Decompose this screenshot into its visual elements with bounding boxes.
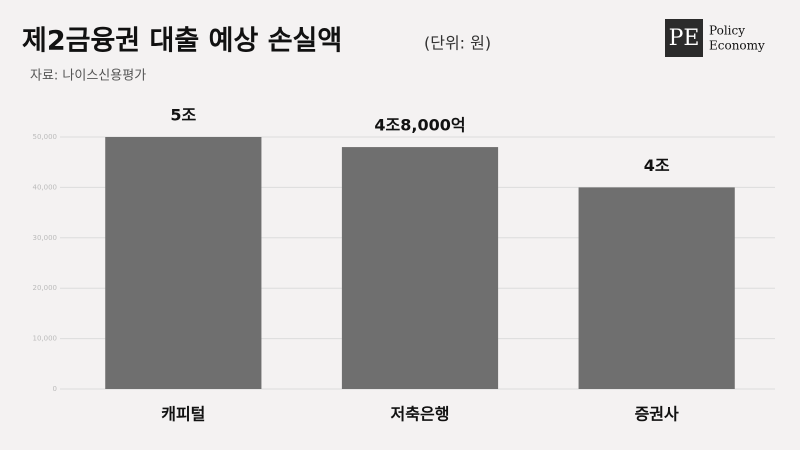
x-tick-label: 캐피털 xyxy=(161,405,205,424)
y-tick-label: 30,000 xyxy=(33,234,58,242)
x-tick-label: 증권사 xyxy=(635,405,679,424)
x-tick-label: 저축은행 xyxy=(391,405,450,424)
chart-title: 제2금융권 대출 예상 손실액 xyxy=(22,26,342,57)
logo-text: Economy xyxy=(709,39,765,53)
logo-box xyxy=(665,19,703,57)
y-tick-label: 20,000 xyxy=(33,284,58,292)
y-tick-label: 10,000 xyxy=(33,335,58,343)
source: 자료: 나이스신용평가 xyxy=(30,69,146,84)
bar xyxy=(105,137,262,389)
value-label: 5조 xyxy=(170,106,196,125)
y-tick-label: 0 xyxy=(53,385,57,393)
chart-subtitle: (단위: 원) xyxy=(424,34,491,53)
logo-mark: PE xyxy=(669,26,700,51)
logo-text: Policy xyxy=(709,24,745,38)
bar xyxy=(341,147,499,389)
bar xyxy=(578,187,735,389)
y-tick-label: 40,000 xyxy=(33,183,58,191)
value-label: 4조8,000억 xyxy=(374,116,465,135)
y-tick-label: 50,000 xyxy=(33,133,58,141)
value-label: 4조 xyxy=(644,156,670,175)
